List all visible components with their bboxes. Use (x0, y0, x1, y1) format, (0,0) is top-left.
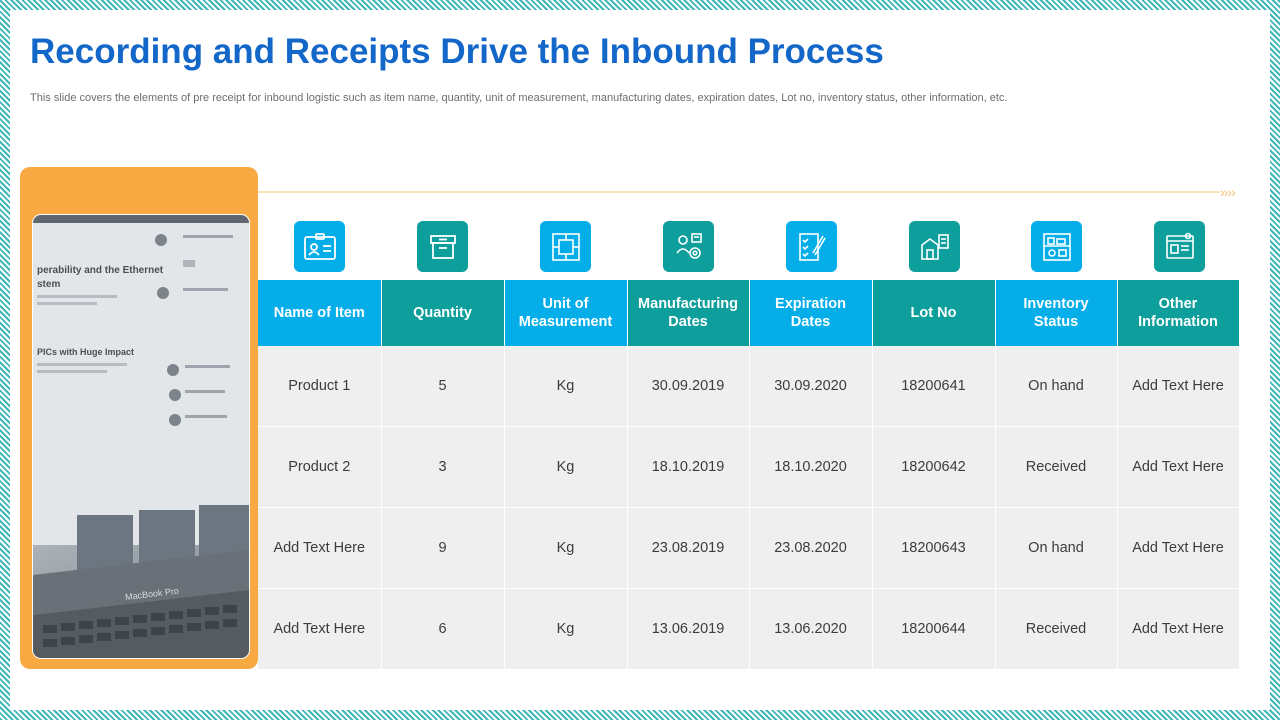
chevron-arrows-icon: ›››› (1220, 184, 1236, 200)
cell-unit: Kg (504, 507, 628, 589)
screen-heading-2: stem (37, 279, 60, 290)
header-lot-no: Lot No (872, 280, 996, 346)
cell-other-info: Add Text Here (1117, 346, 1240, 427)
id-card-icon (294, 221, 345, 272)
cell-name: Product 2 (258, 426, 382, 508)
cell-lot-no: 18200644 (872, 588, 996, 670)
cell-name: Add Text Here (258, 507, 382, 589)
header-inventory-status: Inventory Status (995, 280, 1118, 346)
laptop-photo: perability and the Ethernet stem PICs wi… (32, 214, 250, 659)
info-card-search-icon (1154, 221, 1205, 272)
cell-inventory-status: Received (995, 588, 1118, 670)
cell-name: Add Text Here (258, 588, 382, 670)
cell-quantity: 6 (381, 588, 505, 670)
cell-lot-no: 18200642 (872, 426, 996, 508)
cell-quantity: 5 (381, 346, 505, 427)
cell-expiration-date: 13.06.2020 (749, 588, 873, 670)
cell-other-info: Add Text Here (1117, 507, 1240, 589)
table-row: Product 2 3 Kg 18.10.2019 18.10.2020 182… (258, 426, 1240, 508)
checklist-pen-icon (786, 221, 837, 272)
storage-box-icon (417, 221, 468, 272)
cell-quantity: 9 (381, 507, 505, 589)
page-title: Recording and Receipts Drive the Inbound… (30, 32, 884, 71)
blueprint-measure-icon (540, 221, 591, 272)
cell-manufacturing-date: 13.06.2019 (627, 588, 750, 670)
cell-unit: Kg (504, 426, 628, 508)
inventory-shelf-icon (1031, 221, 1082, 272)
warehouse-clipboard-icon (909, 221, 960, 272)
header-unit-of-measurement: Unit of Measurement (504, 280, 628, 346)
table-row: Add Text Here 6 Kg 13.06.2019 13.06.2020… (258, 588, 1240, 670)
table-header-row: Name of Item Quantity Unit of Measuremen… (258, 280, 1240, 346)
cell-inventory-status: On hand (995, 507, 1118, 589)
header-expiration-dates: Expiration Dates (749, 280, 873, 346)
cell-inventory-status: Received (995, 426, 1118, 508)
table-row: Product 1 5 Kg 30.09.2019 30.09.2020 182… (258, 346, 1240, 427)
slide: Recording and Receipts Drive the Inbound… (10, 10, 1270, 710)
worker-gear-icon (663, 221, 714, 272)
screen-heading-3: PICs with Huge Impact (37, 347, 134, 357)
timeline-line (258, 191, 1220, 193)
table-row: Add Text Here 9 Kg 23.08.2019 23.08.2020… (258, 507, 1240, 589)
page-subtitle: This slide covers the elements of pre re… (30, 92, 1008, 104)
screen-heading-1: perability and the Ethernet (37, 265, 164, 276)
cell-manufacturing-date: 23.08.2019 (627, 507, 750, 589)
inbound-process-table: Name of Item Quantity Unit of Measuremen… (258, 280, 1240, 670)
header-manufacturing-dates: Manufacturing Dates (627, 280, 750, 346)
cell-quantity: 3 (381, 426, 505, 508)
cell-other-info: Add Text Here (1117, 588, 1240, 670)
cell-manufacturing-date: 30.09.2019 (627, 346, 750, 427)
cell-lot-no: 18200643 (872, 507, 996, 589)
cell-expiration-date: 30.09.2020 (749, 346, 873, 427)
cell-other-info: Add Text Here (1117, 426, 1240, 508)
cell-name: Product 1 (258, 346, 382, 427)
photo-frame: perability and the Ethernet stem PICs wi… (20, 167, 258, 669)
header-quantity: Quantity (381, 280, 505, 346)
cell-expiration-date: 23.08.2020 (749, 507, 873, 589)
header-name-of-item: Name of Item (258, 280, 382, 346)
cell-expiration-date: 18.10.2020 (749, 426, 873, 508)
cell-manufacturing-date: 18.10.2019 (627, 426, 750, 508)
cell-lot-no: 18200641 (872, 346, 996, 427)
cell-unit: Kg (504, 346, 628, 427)
cell-unit: Kg (504, 588, 628, 670)
cell-inventory-status: On hand (995, 346, 1118, 427)
header-other-information: Other Information (1117, 280, 1240, 346)
